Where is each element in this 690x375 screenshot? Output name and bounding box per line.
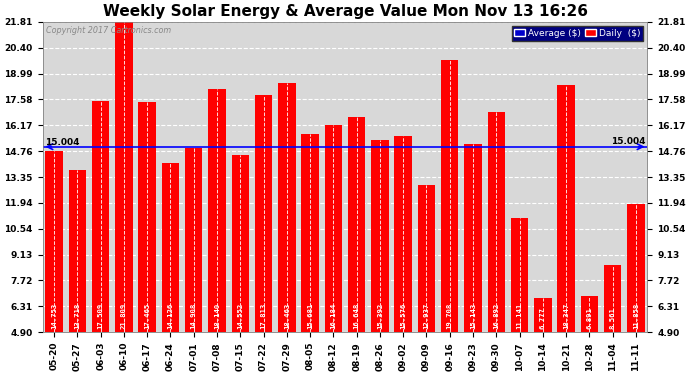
- Text: 15.004: 15.004: [611, 137, 645, 146]
- Text: 15.576: 15.576: [400, 303, 406, 330]
- Text: 13.718: 13.718: [75, 303, 81, 330]
- Text: 6.777: 6.777: [540, 308, 546, 330]
- Text: 14.552: 14.552: [237, 303, 244, 330]
- Text: 18.140: 18.140: [214, 303, 220, 330]
- Text: 18.463: 18.463: [284, 303, 290, 330]
- Text: 14.126: 14.126: [168, 303, 173, 330]
- Text: 11.858: 11.858: [633, 303, 639, 330]
- Text: Copyright 2017 Cartronics.com: Copyright 2017 Cartronics.com: [46, 26, 170, 35]
- Bar: [534, 298, 551, 332]
- Legend: Average ($), Daily  ($): Average ($), Daily ($): [511, 26, 643, 40]
- Text: 8.561: 8.561: [609, 308, 615, 330]
- Text: 15.004: 15.004: [45, 138, 79, 147]
- Bar: [46, 151, 63, 332]
- Bar: [232, 155, 249, 332]
- Bar: [627, 204, 644, 332]
- Text: 19.708: 19.708: [446, 303, 453, 330]
- Bar: [395, 136, 412, 332]
- Bar: [558, 85, 575, 332]
- Text: 14.908: 14.908: [190, 303, 197, 330]
- Text: 17.465: 17.465: [144, 303, 150, 330]
- Bar: [441, 60, 458, 332]
- Bar: [139, 102, 156, 332]
- Title: Weekly Solar Energy & Average Value Mon Nov 13 16:26: Weekly Solar Energy & Average Value Mon …: [103, 4, 587, 19]
- Text: 6.891: 6.891: [586, 308, 592, 330]
- Text: 11.141: 11.141: [517, 303, 522, 330]
- Bar: [511, 217, 529, 332]
- Text: 12.937: 12.937: [424, 303, 429, 330]
- Bar: [302, 134, 319, 332]
- Text: 17.813: 17.813: [261, 303, 266, 330]
- Text: 15.392: 15.392: [377, 303, 383, 330]
- Bar: [417, 184, 435, 332]
- Text: 15.143: 15.143: [470, 303, 476, 330]
- Text: 18.347: 18.347: [563, 303, 569, 330]
- Text: 21.809: 21.809: [121, 303, 127, 330]
- Bar: [464, 144, 482, 332]
- Text: 17.509: 17.509: [98, 303, 104, 330]
- Text: 16.184: 16.184: [331, 303, 336, 330]
- Bar: [604, 265, 621, 332]
- Bar: [580, 296, 598, 332]
- Bar: [115, 22, 132, 332]
- Bar: [92, 101, 110, 332]
- Bar: [324, 125, 342, 332]
- Bar: [488, 112, 505, 332]
- Bar: [278, 83, 295, 332]
- Text: 15.681: 15.681: [307, 303, 313, 330]
- Text: 16.648: 16.648: [354, 303, 359, 330]
- Bar: [208, 89, 226, 332]
- Bar: [255, 95, 273, 332]
- Text: 16.892: 16.892: [493, 303, 500, 330]
- Text: 14.753: 14.753: [51, 303, 57, 330]
- Bar: [161, 163, 179, 332]
- Bar: [69, 170, 86, 332]
- Bar: [348, 117, 366, 332]
- Bar: [185, 148, 202, 332]
- Bar: [371, 140, 388, 332]
